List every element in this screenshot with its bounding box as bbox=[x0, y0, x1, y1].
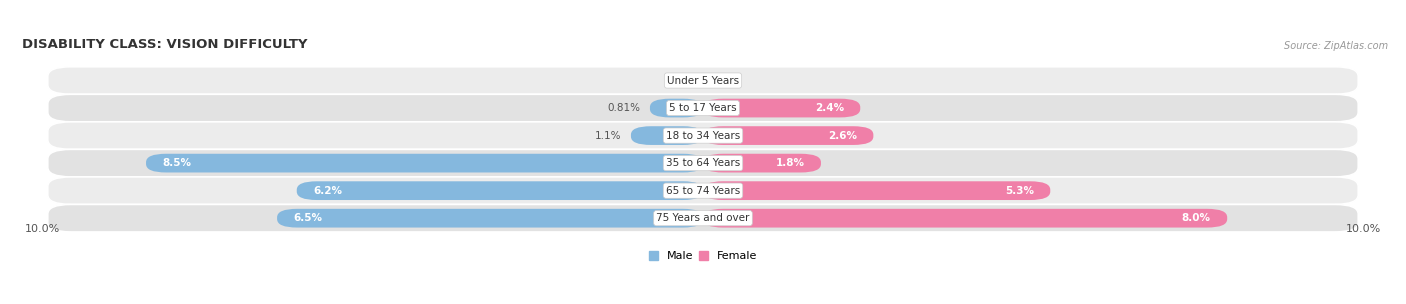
FancyBboxPatch shape bbox=[48, 149, 1358, 177]
Text: 65 to 74 Years: 65 to 74 Years bbox=[666, 186, 740, 196]
FancyBboxPatch shape bbox=[48, 94, 1358, 122]
Text: 8.5%: 8.5% bbox=[163, 158, 191, 168]
Text: 6.2%: 6.2% bbox=[314, 186, 342, 196]
FancyBboxPatch shape bbox=[48, 204, 1358, 232]
FancyBboxPatch shape bbox=[48, 67, 1358, 94]
FancyBboxPatch shape bbox=[631, 126, 703, 145]
FancyBboxPatch shape bbox=[650, 99, 703, 117]
Text: 35 to 64 Years: 35 to 64 Years bbox=[666, 158, 740, 168]
FancyBboxPatch shape bbox=[703, 209, 1227, 228]
Text: Source: ZipAtlas.com: Source: ZipAtlas.com bbox=[1284, 40, 1388, 50]
Text: 18 to 34 Years: 18 to 34 Years bbox=[666, 131, 740, 140]
Text: DISABILITY CLASS: VISION DIFFICULTY: DISABILITY CLASS: VISION DIFFICULTY bbox=[22, 38, 308, 50]
FancyBboxPatch shape bbox=[703, 99, 860, 117]
Text: Under 5 Years: Under 5 Years bbox=[666, 75, 740, 85]
FancyBboxPatch shape bbox=[703, 154, 821, 172]
Text: 10.0%: 10.0% bbox=[1346, 224, 1381, 234]
FancyBboxPatch shape bbox=[48, 122, 1358, 149]
Text: 0.0%: 0.0% bbox=[713, 75, 740, 85]
Legend: Male, Female: Male, Female bbox=[644, 246, 762, 266]
Text: 6.5%: 6.5% bbox=[294, 213, 322, 223]
Text: 1.8%: 1.8% bbox=[776, 158, 804, 168]
Text: 5 to 17 Years: 5 to 17 Years bbox=[669, 103, 737, 113]
Text: 75 Years and over: 75 Years and over bbox=[657, 213, 749, 223]
Text: 2.4%: 2.4% bbox=[814, 103, 844, 113]
Text: 1.1%: 1.1% bbox=[595, 131, 621, 140]
FancyBboxPatch shape bbox=[48, 177, 1358, 204]
FancyBboxPatch shape bbox=[703, 126, 873, 145]
Text: 10.0%: 10.0% bbox=[25, 224, 60, 234]
Text: 2.6%: 2.6% bbox=[828, 131, 858, 140]
Text: 8.0%: 8.0% bbox=[1182, 213, 1211, 223]
FancyBboxPatch shape bbox=[297, 181, 703, 200]
Text: 5.3%: 5.3% bbox=[1005, 186, 1033, 196]
Text: 0.81%: 0.81% bbox=[607, 103, 640, 113]
FancyBboxPatch shape bbox=[703, 181, 1050, 200]
FancyBboxPatch shape bbox=[277, 209, 703, 228]
FancyBboxPatch shape bbox=[146, 154, 703, 172]
Text: 0.0%: 0.0% bbox=[666, 75, 693, 85]
